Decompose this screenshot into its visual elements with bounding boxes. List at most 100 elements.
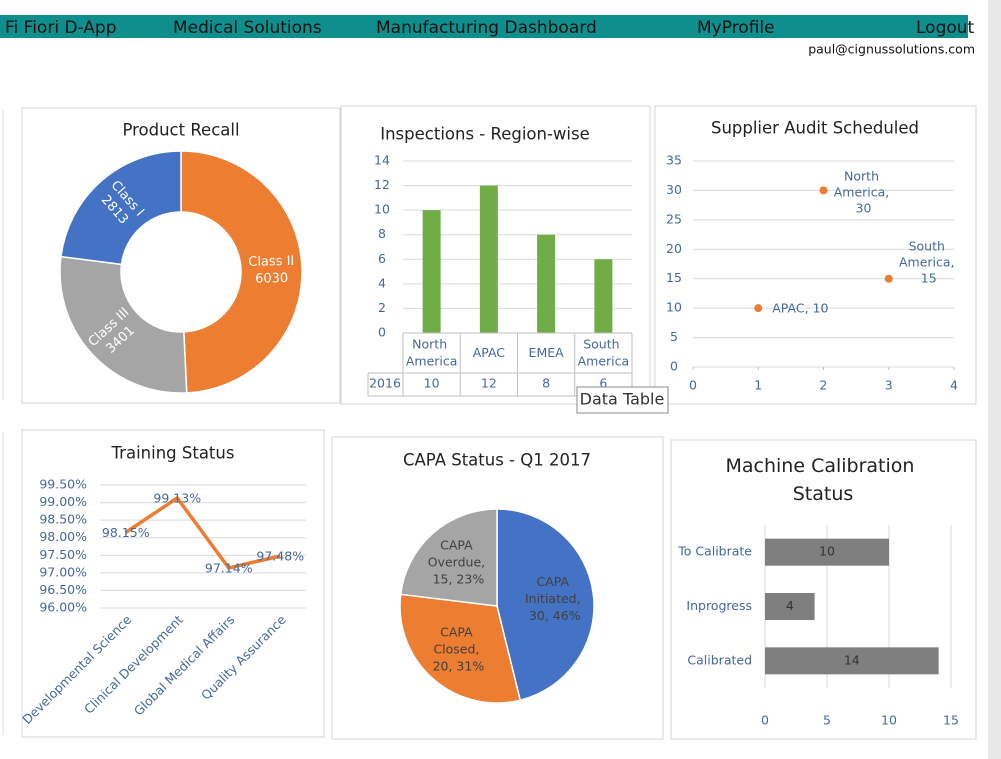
y-tick-label: 35 bbox=[666, 153, 682, 168]
nav-item[interactable]: Fi Fiori D-App bbox=[5, 18, 117, 38]
point bbox=[884, 274, 893, 283]
data-label: 10 bbox=[819, 544, 835, 559]
panel bbox=[670, 439, 977, 740]
table-series-name: 2016 bbox=[369, 376, 401, 391]
y-tick-label: 10 bbox=[666, 300, 682, 315]
point bbox=[754, 304, 763, 313]
y-tick-label: 5 bbox=[670, 329, 678, 344]
bar bbox=[765, 538, 889, 566]
pie-slice bbox=[399, 593, 522, 704]
data-label: 97.14% bbox=[205, 560, 253, 575]
y-tick-label: 15 bbox=[666, 270, 682, 285]
y-tick-label: 99.50% bbox=[39, 477, 87, 492]
slice-label: CAPA Initiated, 30, 46% bbox=[525, 573, 585, 622]
tooltip-box bbox=[576, 386, 669, 414]
data-label: 14 bbox=[844, 652, 860, 667]
donut-slice bbox=[180, 150, 303, 394]
line bbox=[124, 496, 281, 570]
donut-slice bbox=[59, 255, 188, 394]
y-tick-label: 30 bbox=[666, 182, 682, 197]
nav-item[interactable]: MyProfile bbox=[697, 18, 775, 38]
x-tick-label: 0 bbox=[689, 378, 697, 393]
slice-value: 6030 bbox=[255, 271, 288, 287]
y-tick-label: 96.50% bbox=[39, 582, 87, 597]
chart-title: Supplier Audit Scheduled bbox=[711, 119, 919, 138]
table-value: 12 bbox=[481, 376, 497, 391]
x-tick-label: 10 bbox=[881, 713, 897, 728]
x-tick-label: South America bbox=[578, 336, 630, 368]
bar bbox=[537, 234, 556, 333]
y-tick-label: Calibrated bbox=[687, 652, 752, 667]
x-tick-label: 3 bbox=[885, 378, 893, 393]
table-value: 8 bbox=[542, 376, 550, 391]
bar bbox=[765, 593, 815, 620]
nav-item[interactable]: Medical Solutions bbox=[173, 18, 322, 38]
nav-item[interactable]: Manufacturing Dashboard bbox=[376, 18, 597, 38]
y-tick-label: 97.00% bbox=[39, 564, 87, 579]
bar bbox=[479, 185, 498, 333]
slice-category: Class II bbox=[248, 254, 294, 270]
tooltip: Data Table bbox=[576, 386, 669, 414]
chart-title: Inspections - Region-wise bbox=[380, 125, 590, 144]
point-label: North America, 30 bbox=[834, 168, 894, 215]
y-tick-label: 96.00% bbox=[39, 600, 87, 615]
x-tick-label: 1 bbox=[754, 378, 762, 393]
y-tick-label: To Calibrate bbox=[677, 544, 752, 559]
chart-title: Machine Calibration Status bbox=[726, 455, 921, 505]
chart-title: CAPA Status - Q1 2017 bbox=[403, 451, 591, 470]
y-tick-label: 97.50% bbox=[39, 547, 87, 562]
bar bbox=[594, 259, 613, 333]
y-tick-label: 8 bbox=[378, 226, 386, 241]
x-tick-label: 15 bbox=[943, 713, 959, 728]
x-tick-label: EMEA bbox=[529, 345, 565, 360]
y-tick-label: 0 bbox=[670, 359, 678, 374]
y-tick-label: 98.50% bbox=[39, 512, 87, 527]
y-tick-label: 20 bbox=[666, 241, 682, 256]
y-tick-label: 14 bbox=[374, 153, 390, 168]
bar bbox=[422, 210, 441, 333]
y-tick-label: 98.00% bbox=[39, 529, 87, 544]
y-tick-label: 0 bbox=[378, 325, 386, 340]
point-label: APAC, 10 bbox=[772, 301, 828, 316]
point bbox=[819, 186, 828, 195]
slice-label: CAPA Overdue, 15, 23% bbox=[428, 537, 489, 586]
y-tick-label: 12 bbox=[374, 177, 390, 192]
x-tick-label: North America bbox=[406, 336, 458, 368]
panel bbox=[654, 105, 977, 405]
y-tick-label: 99.00% bbox=[39, 494, 87, 509]
x-tick-label: 0 bbox=[761, 713, 769, 728]
pie-slice bbox=[496, 508, 595, 702]
scrollbar[interactable] bbox=[988, 0, 1001, 759]
x-tick-label: 5 bbox=[823, 713, 831, 728]
slice-label: CAPA Closed, 20, 31% bbox=[433, 624, 485, 673]
donut-slice bbox=[60, 150, 182, 266]
data-label: 99.13% bbox=[153, 491, 201, 506]
data-label: 98.15% bbox=[102, 525, 150, 540]
y-tick-label: 25 bbox=[666, 211, 682, 226]
table-value: 6 bbox=[599, 376, 607, 391]
data-label: 4 bbox=[786, 598, 794, 613]
nav-item[interactable]: Logout bbox=[916, 18, 975, 38]
tooltip-text: Data Table bbox=[580, 390, 665, 409]
data-label: 97.48% bbox=[256, 548, 304, 563]
user-email: paul@cignussolutions.com bbox=[808, 42, 975, 57]
pie-slice bbox=[399, 508, 498, 607]
nav-bar bbox=[0, 15, 968, 38]
chart-title: Product Recall bbox=[122, 121, 239, 140]
panel bbox=[21, 429, 325, 738]
y-tick-label: Inprogress bbox=[686, 598, 752, 613]
x-tick-label: 2 bbox=[820, 378, 828, 393]
x-tick-label: APAC bbox=[473, 345, 506, 360]
y-tick-label: 4 bbox=[378, 275, 386, 290]
bar bbox=[765, 647, 939, 675]
point-label: South America, 15 bbox=[899, 238, 959, 285]
x-tick-label: 4 bbox=[950, 378, 958, 393]
table-value: 10 bbox=[424, 376, 440, 391]
y-tick-label: 6 bbox=[378, 251, 386, 266]
chart-title: Training Status bbox=[111, 444, 235, 463]
y-tick-label: 2 bbox=[378, 300, 386, 315]
y-tick-label: 10 bbox=[374, 202, 390, 217]
